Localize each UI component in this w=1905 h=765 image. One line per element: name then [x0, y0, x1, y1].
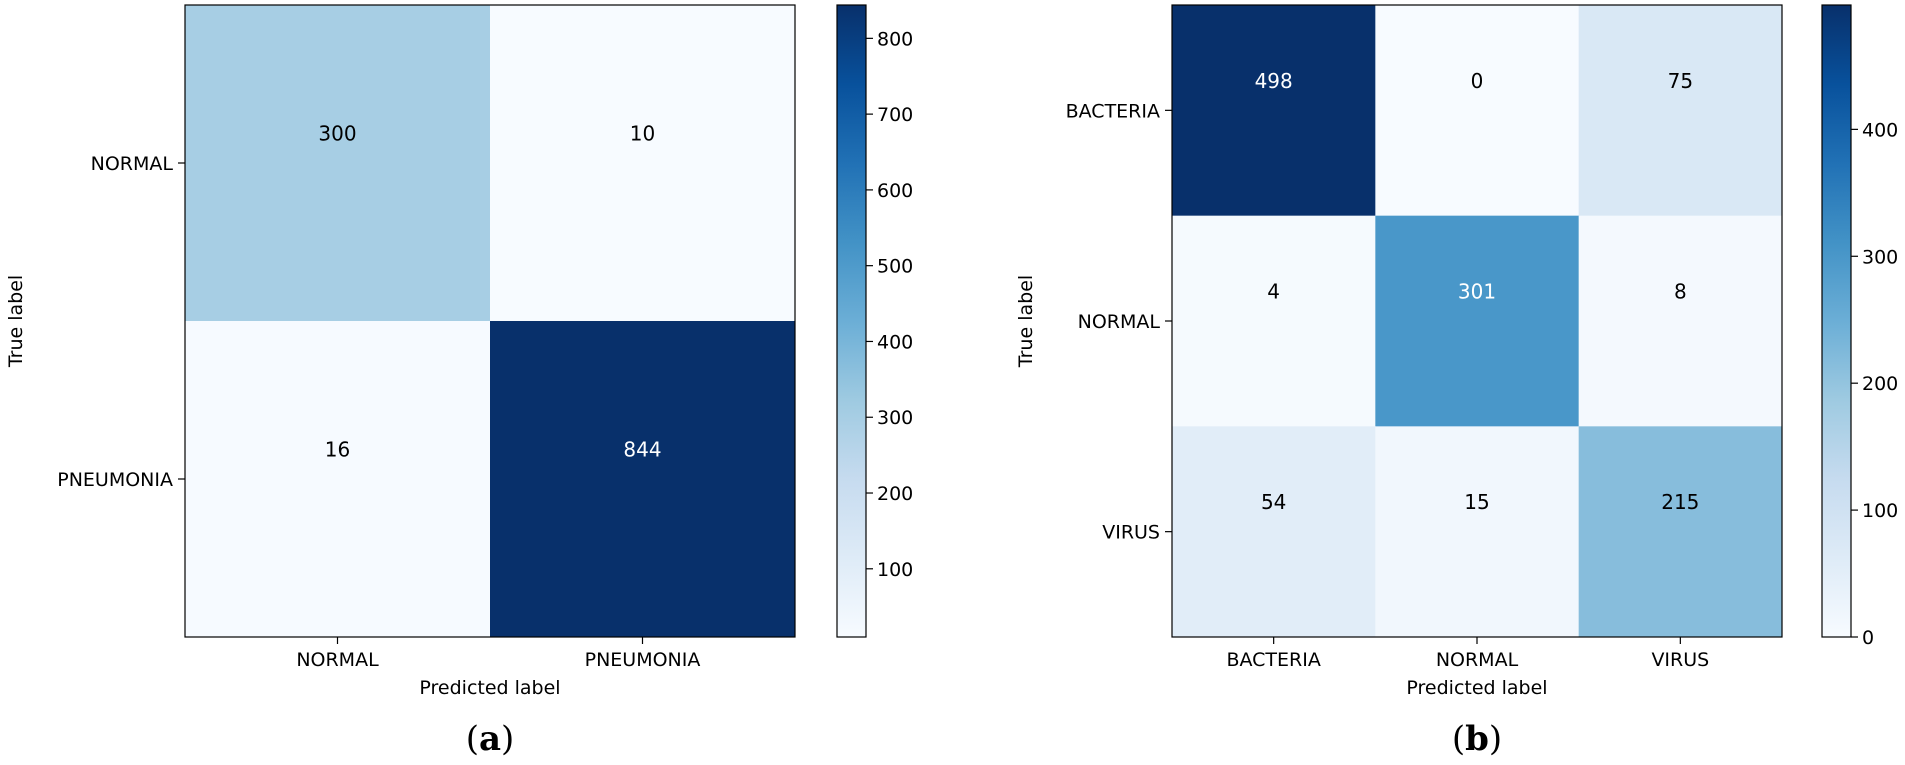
x-tick-label: NORMAL — [296, 649, 379, 671]
y-tick-label: PNEUMONIA — [57, 469, 173, 491]
colorbar-tick-label: 100 — [877, 559, 913, 581]
matrix-cell — [490, 5, 796, 322]
panel-b-x-axis-title: Predicted label — [1406, 677, 1547, 699]
colorbar-tick-label: 700 — [877, 104, 913, 126]
colorbar-tick-label: 200 — [877, 483, 913, 505]
x-tick-label: VIRUS — [1651, 649, 1709, 671]
cell-value-label: 844 — [623, 438, 661, 462]
cell-value-label: 15 — [1464, 490, 1489, 514]
matrix-cell — [1578, 426, 1783, 638]
colorbar-tick-label: 400 — [1862, 119, 1898, 141]
matrix-cell — [1578, 5, 1783, 217]
y-tick-label: NORMAL — [91, 153, 174, 175]
matrix-cell — [1375, 215, 1580, 427]
colorbar-tick-label: 0 — [1862, 627, 1874, 649]
colorbar-tick-label: 100 — [1862, 500, 1898, 522]
x-tick-label: NORMAL — [1436, 649, 1519, 671]
matrix-cell — [1375, 426, 1580, 638]
colorbar-tick-label: 600 — [877, 180, 913, 202]
panel-b-y-axis-title: True label — [1015, 275, 1037, 368]
matrix-cell — [1172, 215, 1376, 427]
panel-a-cells: 300 10 16 844 — [185, 5, 796, 638]
matrix-cell — [1172, 5, 1376, 217]
y-tick-label: BACTERIA — [1066, 100, 1160, 122]
panel-b-label: (b) — [1452, 719, 1502, 759]
cell-value-label: 10 — [630, 122, 655, 146]
panel-a: 300 10 16 844 NORMAL PNEUMONIA NORMAL PNEUMONI… — [5, 4, 913, 759]
colorbar-tick-label: 800 — [877, 28, 913, 50]
matrix-cell — [185, 321, 491, 638]
panel-a-label: (a) — [466, 719, 515, 759]
cell-value-label: 0 — [1471, 69, 1484, 93]
matrix-cell — [1172, 426, 1376, 638]
cell-value-label: 16 — [325, 438, 350, 462]
colorbar-gradient — [836, 4, 867, 638]
panel-a-frame — [184, 4, 796, 638]
colorbar-gradient — [1821, 4, 1852, 638]
colorbar-tick-label: 200 — [1862, 373, 1898, 395]
colorbar-tick-label: 300 — [877, 407, 913, 429]
cell-value-label: 4 — [1267, 280, 1280, 304]
cell-value-label: 54 — [1261, 490, 1286, 514]
panel-b-colorbar: 0 100 200 300 400 — [1821, 4, 1898, 649]
matrix-cell — [490, 321, 796, 638]
x-tick-label: BACTERIA — [1226, 649, 1320, 671]
matrix-cell — [1375, 5, 1580, 217]
matrix-cell — [1578, 215, 1783, 427]
panel-a-y-axis-title: True label — [5, 275, 27, 368]
matrix-cell — [185, 5, 491, 322]
y-tick-label: NORMAL — [1078, 311, 1161, 333]
cell-value-label: 215 — [1661, 490, 1699, 514]
y-tick-label: VIRUS — [1102, 522, 1160, 544]
colorbar-tick-label: 400 — [877, 331, 913, 353]
panel-a-ticks: NORMAL PNEUMONIA NORMAL PNEUMONIA — [57, 153, 700, 671]
panel-a-x-axis-title: Predicted label — [419, 677, 560, 699]
colorbar-tick-label: 500 — [877, 256, 913, 278]
panel-a-colorbar: 100 200 300 400 500 600 700 800 — [836, 4, 913, 638]
panel-b-ticks: BACTERIA NORMAL VIRUS BACTERIA NORMAL VIRUS — [1066, 100, 1710, 671]
panel-b: 498 0 754 301 854 15 215 BACTERIA NORMAL VIRUSBA… — [1015, 4, 1898, 759]
cell-value-label: 300 — [318, 122, 356, 146]
cell-value-label: 8 — [1674, 280, 1687, 304]
cell-value-label: 498 — [1255, 69, 1293, 93]
cell-value-label: 75 — [1668, 69, 1693, 93]
x-tick-label: PNEUMONIA — [585, 649, 701, 671]
colorbar-tick-label: 300 — [1862, 246, 1898, 268]
panel-b-cells: 498 0 75 4 301 8 54 15 215 — [1172, 5, 1783, 638]
cell-value-label: 301 — [1458, 280, 1496, 304]
